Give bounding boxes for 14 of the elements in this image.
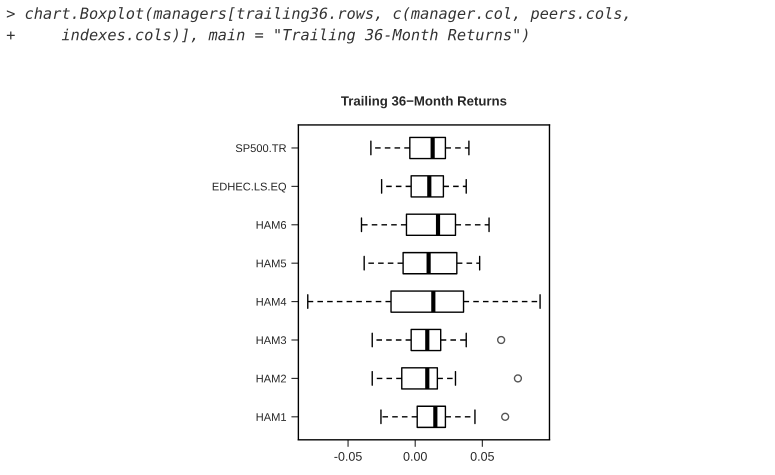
x-tick-label: 0.05 xyxy=(470,452,494,461)
y-tick-label: HAM1 xyxy=(256,413,286,421)
text: + indexes.cols)], main = "Trailing 36-Month Returns") xyxy=(6,28,528,44)
chart-title: Trailing 36−Month Returns xyxy=(341,96,506,108)
x-tick-label: -0.05 xyxy=(334,452,362,461)
y-tick-label: HAM3 xyxy=(256,336,286,344)
y-tick-label: EDHEC.LS.EQ xyxy=(212,182,286,192)
y-tick-label: HAM4 xyxy=(256,298,286,306)
y-tick-label: SP500.TR xyxy=(236,144,286,152)
y-tick-label: HAM5 xyxy=(256,260,286,268)
y-tick-label: HAM6 xyxy=(256,221,286,229)
y-tick-label: HAM2 xyxy=(256,374,286,382)
text: > chart.Boxplot(managers[trailing36.rows, c(manager.col, peers.cols, xyxy=(6,7,628,22)
x-tick-label: 0.00 xyxy=(404,452,427,461)
